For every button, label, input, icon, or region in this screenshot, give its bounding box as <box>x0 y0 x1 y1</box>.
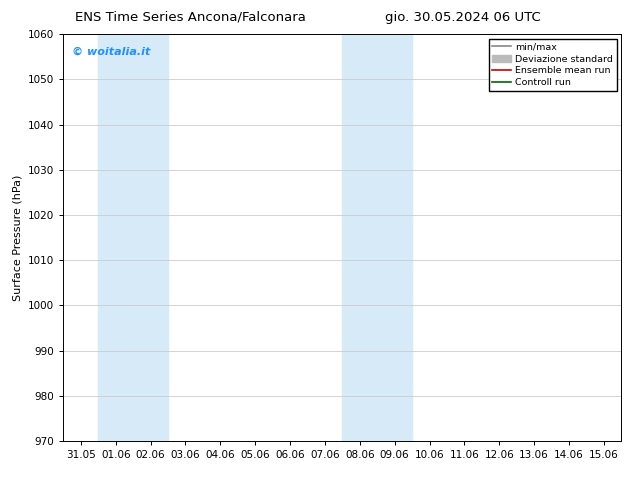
Y-axis label: Surface Pressure (hPa): Surface Pressure (hPa) <box>13 174 23 301</box>
Bar <box>342 34 412 441</box>
Text: © woitalia.it: © woitalia.it <box>72 47 150 56</box>
Bar <box>98 34 168 441</box>
Text: ENS Time Series Ancona/Falconara: ENS Time Series Ancona/Falconara <box>75 11 306 24</box>
Text: gio. 30.05.2024 06 UTC: gio. 30.05.2024 06 UTC <box>385 11 541 24</box>
Legend: min/max, Deviazione standard, Ensemble mean run, Controll run: min/max, Deviazione standard, Ensemble m… <box>489 39 617 91</box>
